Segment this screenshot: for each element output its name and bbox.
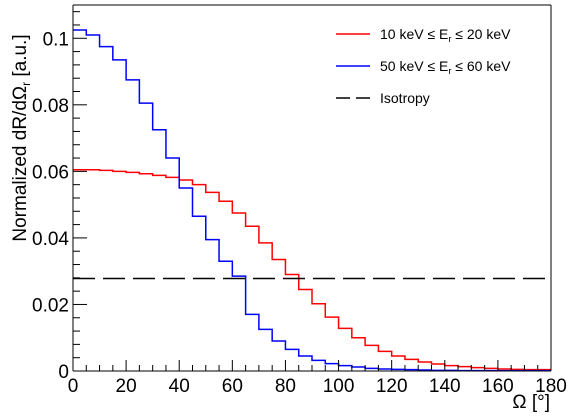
x-tick-label: 120 bbox=[376, 376, 408, 397]
legend-item-red: 10 keV ≤ Er ≤ 20 keV bbox=[336, 26, 511, 44]
x-tick-label: 100 bbox=[323, 376, 355, 397]
x-tick-label: 80 bbox=[275, 376, 296, 397]
y-tick-label: 0.06 bbox=[32, 162, 69, 183]
series-layer bbox=[73, 29, 551, 372]
x-tick-label: 40 bbox=[169, 376, 190, 397]
x-tick-label: 60 bbox=[222, 376, 243, 397]
x-axis-title: Ω [°] bbox=[512, 392, 550, 413]
legend: 10 keV ≤ Er ≤ 20 keV 50 keV ≤ Er ≤ 60 ke… bbox=[336, 26, 511, 106]
y-tick-label: 0 bbox=[58, 362, 69, 383]
y-axis-title: Normalized dR/dΩr [a.u.] bbox=[10, 34, 33, 241]
x-tick-label: 20 bbox=[116, 376, 137, 397]
legend-label-blue: 50 keV ≤ Er ≤ 60 keV bbox=[380, 58, 511, 76]
y-ticks: 0 0.02 0.04 0.06 0.08 0.1 bbox=[32, 11, 87, 383]
plot-area: 0 20 40 60 80 100 120 140 160 180 0 0.02 0.04 0.06 0.… bbox=[32, 4, 567, 397]
series-line-0 bbox=[73, 168, 551, 371]
y-tick-label: 0.02 bbox=[32, 295, 69, 316]
legend-label-isotropy: Isotropy bbox=[380, 90, 430, 106]
x-ticks: 0 20 40 60 80 100 120 140 160 180 bbox=[68, 360, 567, 397]
y-tick-label: 0.1 bbox=[43, 29, 69, 50]
y-tick-label: 0.08 bbox=[32, 96, 69, 117]
x-tick-label: 0 bbox=[68, 376, 79, 397]
legend-label-red: 10 keV ≤ Er ≤ 20 keV bbox=[380, 26, 511, 44]
x-tick-label: 160 bbox=[482, 376, 514, 397]
x-tick-label: 140 bbox=[429, 376, 461, 397]
y-tick-label: 0.04 bbox=[32, 229, 69, 250]
legend-item-isotropy: Isotropy bbox=[336, 90, 430, 106]
series-line-1 bbox=[73, 29, 551, 372]
x-tick-label: 180 bbox=[535, 376, 567, 397]
legend-item-blue: 50 keV ≤ Er ≤ 60 keV bbox=[336, 58, 511, 76]
